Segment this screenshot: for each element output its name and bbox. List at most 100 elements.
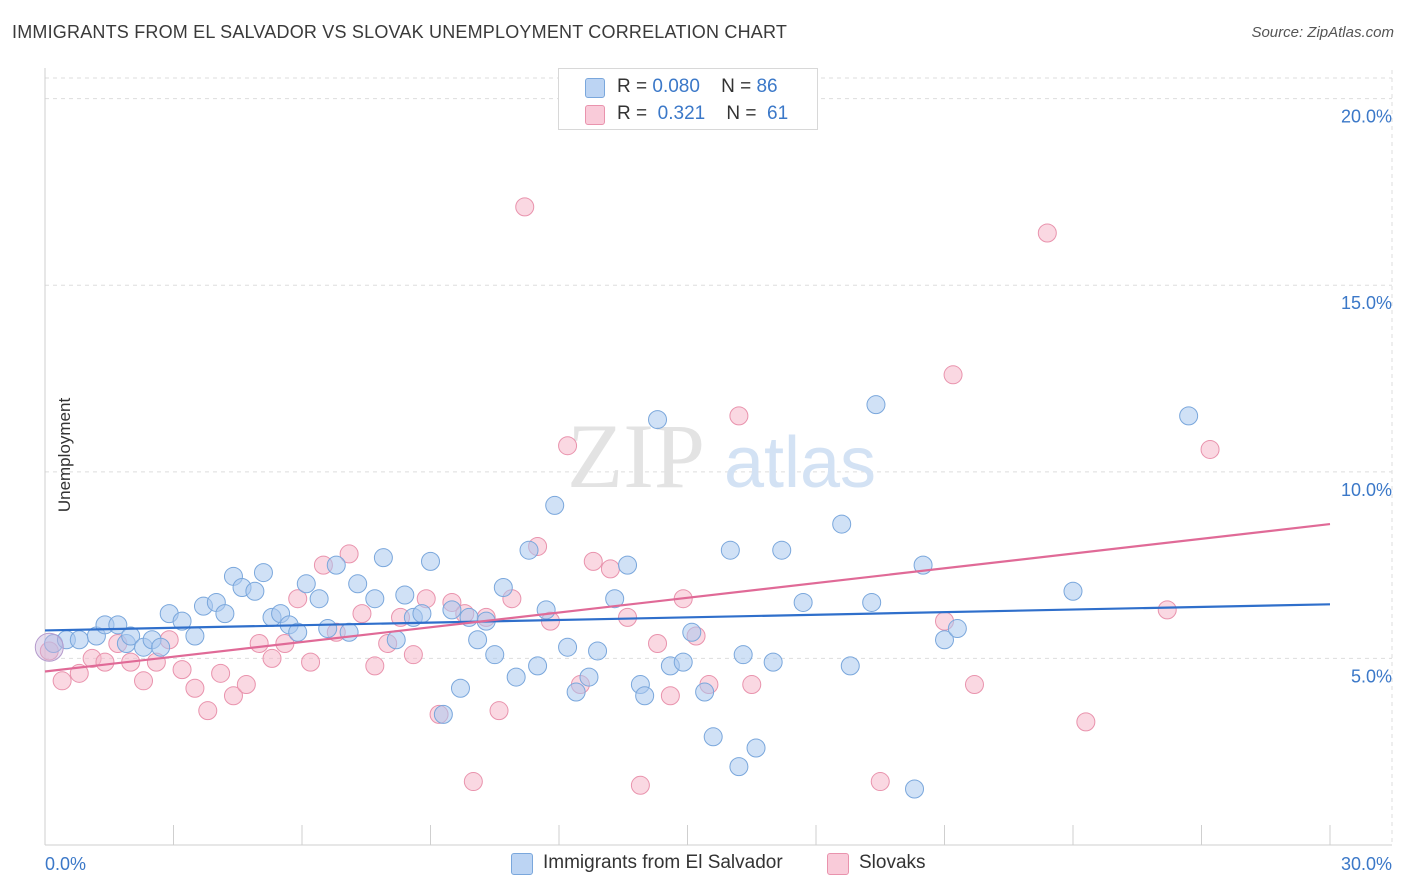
el-salvador-point	[545, 495, 565, 515]
n-label: N =	[721, 76, 752, 97]
el-salvador-point	[579, 667, 599, 687]
slovaks-point	[729, 406, 749, 426]
slovaks-point	[489, 701, 509, 721]
tick-labels: 5.0% 10.0% 15.0% 20.0% 0.0% 30.0%	[45, 107, 1392, 874]
legend-label: Slovaks	[859, 852, 926, 873]
r-label: R =	[617, 76, 648, 97]
el-salvador-point	[172, 611, 192, 631]
n-label: N =	[726, 103, 757, 124]
el-salvador-point	[832, 514, 852, 534]
slovaks-trendline	[44, 522, 1331, 673]
legend-label: Immigrants from El Salvador	[543, 852, 783, 873]
slovaks-point	[870, 772, 890, 792]
el-salvador-point	[695, 682, 715, 702]
y-tick-label: 20.0%	[1341, 107, 1392, 127]
slovaks-point	[964, 675, 984, 695]
slovaks-point	[630, 775, 650, 795]
slovaks-point	[463, 772, 483, 792]
el-salvador-point	[288, 622, 308, 642]
slovaks-point	[95, 652, 115, 672]
slovaks-point	[515, 197, 535, 217]
el-salvador-point	[720, 540, 740, 560]
el-salvador-point	[151, 637, 171, 657]
slovaks-point	[403, 645, 423, 665]
legend-swatch-blue	[511, 853, 533, 875]
slovaks-point	[648, 633, 668, 653]
x-tick-label: 0.0%	[45, 854, 86, 874]
el-salvador-point	[682, 622, 702, 642]
n-value: 86	[756, 76, 778, 97]
slovaks-point	[365, 656, 385, 676]
slovaks-point	[583, 551, 603, 571]
y-tick-label: 5.0%	[1351, 666, 1392, 686]
el-salvador-point	[506, 667, 526, 687]
slovaks-point	[943, 365, 963, 385]
el-salvador-point	[729, 757, 749, 777]
slovaks-point	[1200, 439, 1220, 459]
legend-swatch-pink	[585, 105, 605, 125]
el-salvador-point	[862, 592, 882, 612]
x-tick-label: 30.0%	[1341, 854, 1392, 874]
series-legend: Immigrants from El Salvador Slovaks	[0, 852, 1406, 878]
r-label: R =	[617, 103, 648, 124]
slovaks-point	[262, 648, 282, 668]
el-salvador-point	[763, 652, 783, 672]
slovaks-point	[172, 660, 192, 680]
el-salvador-point	[673, 652, 693, 672]
el-salvador-point	[746, 738, 766, 758]
el-salvador-point	[373, 548, 393, 568]
el-salvador-point	[326, 555, 346, 575]
axes	[44, 68, 1392, 846]
slovaks-point	[236, 675, 256, 695]
el-salvador-point	[866, 395, 886, 415]
y-axis-label: Unemployment	[55, 397, 75, 513]
slovaks-point	[1157, 600, 1177, 620]
r-value: 0.321	[657, 103, 706, 124]
n-value: 61	[767, 103, 789, 124]
el-salvador-point	[215, 604, 235, 624]
watermark: ZIP atlas	[567, 405, 876, 507]
el-salvador-point	[588, 641, 608, 661]
slovaks-point	[52, 671, 72, 691]
slovaks-point	[339, 544, 359, 564]
el-salvador-point	[365, 589, 385, 609]
y-tick-label: 15.0%	[1341, 293, 1392, 313]
el-salvador-point	[395, 585, 415, 605]
trend-lines	[44, 522, 1331, 673]
slovaks-point	[352, 604, 372, 624]
el-salvador-point	[519, 540, 539, 560]
el-salvador-trendline	[44, 603, 1331, 632]
el-salvador-point	[309, 589, 329, 609]
el-salvador-point	[318, 619, 338, 639]
el-salvador-point	[1063, 581, 1083, 601]
el-salvador-point	[493, 578, 513, 598]
slovaks-point	[211, 663, 231, 683]
el-salvador-point	[1179, 406, 1199, 426]
el-salvador-point	[121, 626, 141, 646]
el-salvador-point	[348, 574, 368, 594]
el-salvador-point	[245, 581, 265, 601]
el-salvador-point	[296, 574, 316, 594]
el-salvador-point	[536, 600, 556, 620]
el-salvador-point	[905, 779, 925, 799]
source-label: Source: ZipAtlas.com	[1251, 24, 1394, 41]
el-salvador-point	[648, 410, 668, 430]
el-salvador-point	[947, 619, 967, 639]
overlap-point	[34, 632, 64, 662]
correlation-legend: R = 0.080 N = 86 R = 0.321 N = 61	[558, 68, 818, 130]
slovaks-point	[600, 559, 620, 579]
series-el-salvador-points	[34, 395, 1199, 799]
el-salvador-point	[339, 622, 359, 642]
legend-swatch-pink	[827, 853, 849, 875]
watermark-atlas: atlas	[724, 423, 876, 503]
el-salvador-point	[618, 555, 638, 575]
slovaks-point	[558, 436, 578, 456]
el-salvador-point	[772, 540, 792, 560]
y-tick-label: 10.0%	[1341, 480, 1392, 500]
el-salvador-point	[605, 589, 625, 609]
el-salvador-point	[558, 637, 578, 657]
el-salvador-point	[412, 604, 432, 624]
el-salvador-point	[566, 682, 586, 702]
slovaks-point	[660, 686, 680, 706]
